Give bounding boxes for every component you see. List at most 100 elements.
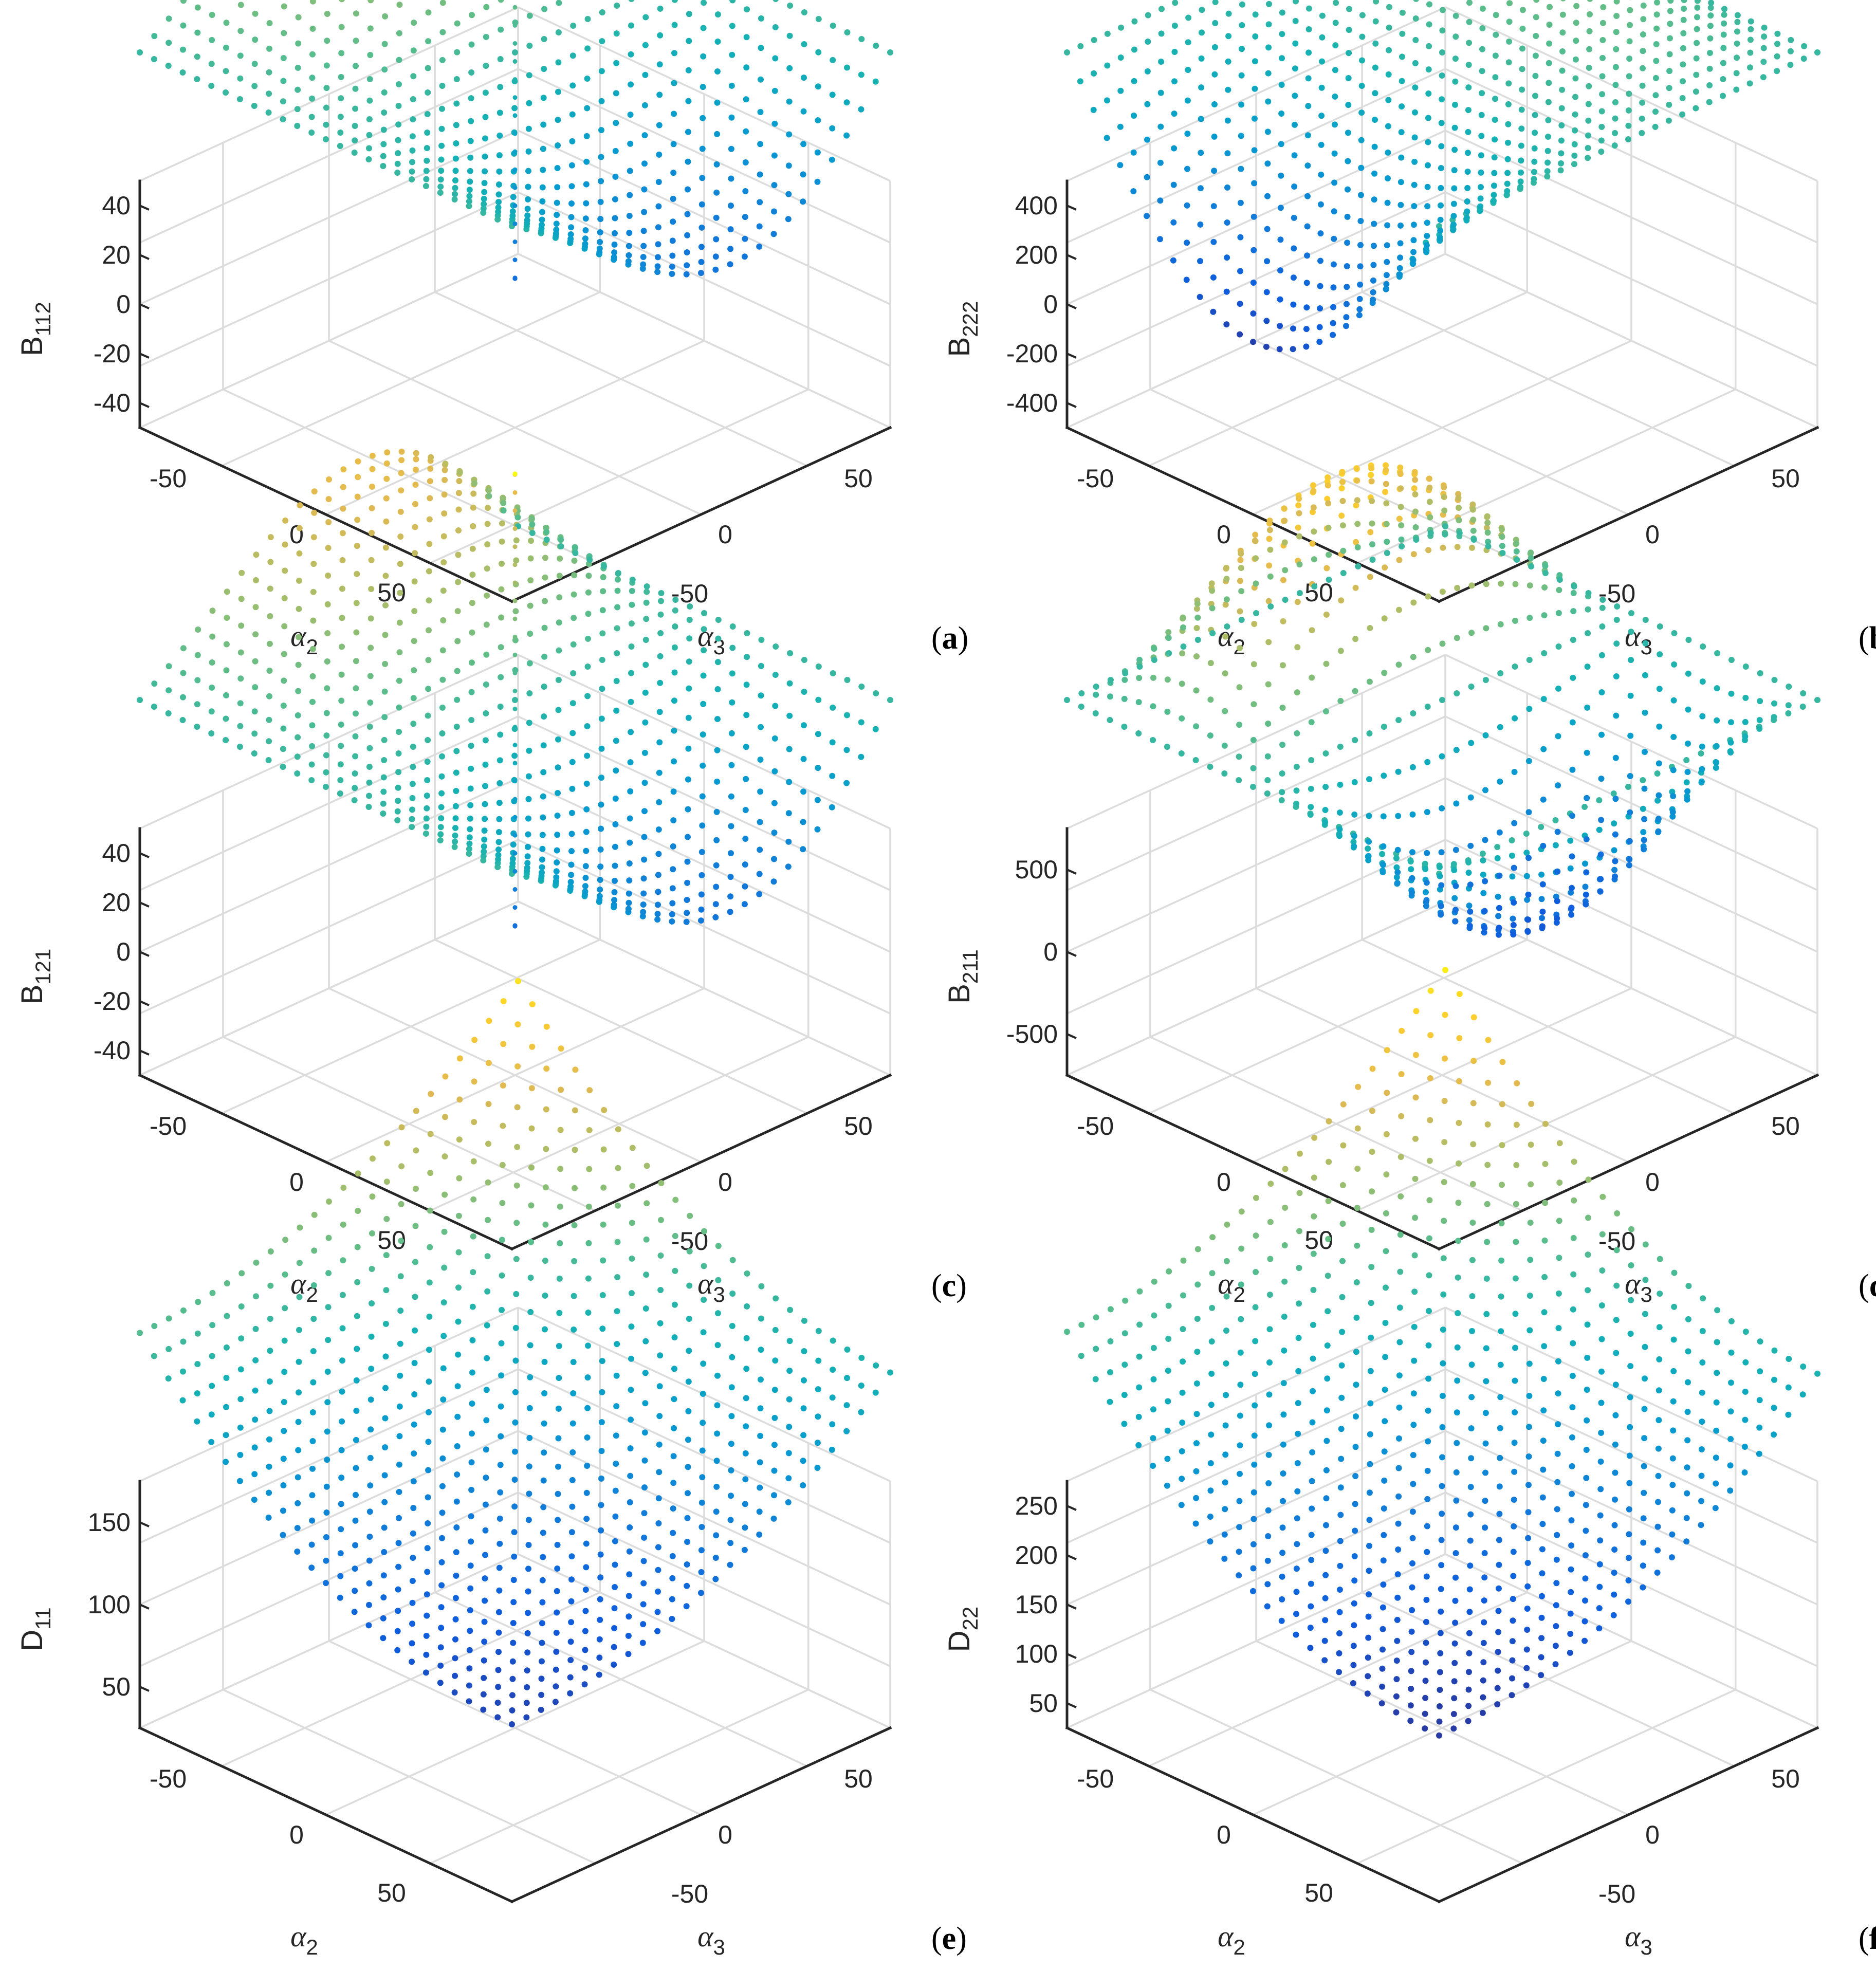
data-point: [1294, 1541, 1300, 1548]
data-point: [684, 897, 690, 903]
data-point: [1614, 1210, 1621, 1217]
data-point: [1757, 1368, 1763, 1375]
data-point: [830, 670, 836, 676]
data-point: [1597, 851, 1604, 858]
data-point: [1569, 1490, 1575, 1497]
data-point: [844, 1375, 850, 1381]
data-point: [509, 1692, 516, 1699]
data-point: [1180, 1292, 1186, 1299]
data-point: [657, 1352, 664, 1359]
data-point: [1279, 9, 1285, 16]
data-point: [395, 798, 401, 804]
data-point: [1264, 790, 1271, 797]
data-point: [1554, 915, 1560, 922]
data-point: [1497, 1425, 1503, 1431]
grid-line: [1362, 1591, 1735, 1767]
data-point: [1367, 574, 1373, 580]
data-point: [611, 901, 617, 908]
data-point: [555, 790, 561, 796]
data-point: [1611, 867, 1618, 873]
data-point: [685, 98, 692, 104]
data-point: [1454, 1344, 1461, 1351]
data-point: [1639, 130, 1645, 136]
scatter-points: [137, 978, 893, 1727]
data-point: [1698, 1446, 1705, 1452]
data-point: [323, 104, 329, 111]
data-point: [1568, 911, 1575, 918]
data-point: [308, 777, 315, 783]
data-point: [453, 788, 459, 794]
data-point: [714, 131, 721, 137]
z-axis-label: B112: [15, 302, 55, 356]
data-point: [495, 181, 502, 188]
data-point: [1468, 740, 1475, 746]
data-point: [713, 161, 720, 168]
data-point: [483, 1387, 490, 1393]
data-point: [1478, 152, 1484, 159]
data-point: [223, 737, 229, 743]
data-point: [510, 1640, 517, 1646]
data-point: [1524, 1583, 1531, 1590]
data-point: [684, 879, 691, 886]
data-point: [1497, 621, 1504, 628]
data-point: [1310, 1388, 1316, 1394]
data-point: [540, 793, 546, 800]
data-point: [1642, 617, 1649, 623]
data-point: [410, 116, 416, 123]
data-point: [1465, 870, 1472, 876]
data-point: [1150, 737, 1156, 743]
data-point: [1451, 895, 1458, 901]
data-point: [511, 1529, 518, 1536]
data-point: [438, 773, 445, 780]
data-point: [325, 519, 332, 525]
data-point: [513, 1256, 520, 1262]
data-point: [1353, 539, 1359, 545]
data-point: [1742, 664, 1749, 670]
data-point: [1178, 750, 1185, 757]
data-point: [1264, 1581, 1271, 1588]
data-point: [629, 1183, 636, 1189]
data-point: [439, 1509, 446, 1516]
data-point: [1495, 1649, 1501, 1655]
data-point: [500, 1122, 506, 1129]
data-point: [1525, 1509, 1532, 1516]
data-point: [470, 504, 476, 511]
data-point: [567, 235, 574, 242]
data-point: [1316, 339, 1323, 345]
data-point: [409, 1640, 415, 1647]
data-point: [1463, 214, 1470, 221]
grid-line: [139, 839, 519, 1015]
data-point: [1291, 214, 1297, 221]
data-point: [628, 0, 635, 2]
data-point: [786, 1338, 793, 1344]
grid-line: [139, 253, 519, 429]
data-point: [582, 1647, 588, 1653]
data-point: [1325, 1273, 1331, 1279]
data-point: [398, 1163, 405, 1170]
data-point: [1656, 686, 1663, 692]
x-axis-line: [138, 1073, 514, 1251]
data-point: [294, 1549, 301, 1555]
data-point: [1598, 1302, 1605, 1309]
data-point: [655, 1495, 662, 1502]
data-point: [1640, 829, 1647, 835]
data-point: [555, 142, 561, 149]
data-point: [1441, 494, 1447, 500]
data-point: [569, 759, 576, 765]
data-point: [785, 162, 792, 169]
data-point: [483, 651, 490, 658]
data-point: [1346, 27, 1352, 33]
data-point: [843, 747, 850, 753]
data-point: [1571, 583, 1577, 590]
data-point: [1512, 1275, 1519, 1282]
data-point: [1628, 1297, 1634, 1303]
data-point: [512, 761, 518, 766]
data-point: [1439, 1483, 1445, 1489]
data-point: [627, 1524, 633, 1531]
data-point: [712, 253, 719, 260]
data-point: [700, 84, 706, 90]
data-point: [1357, 192, 1364, 198]
data-point: [1586, 28, 1593, 34]
data-point: [1340, 1142, 1347, 1149]
